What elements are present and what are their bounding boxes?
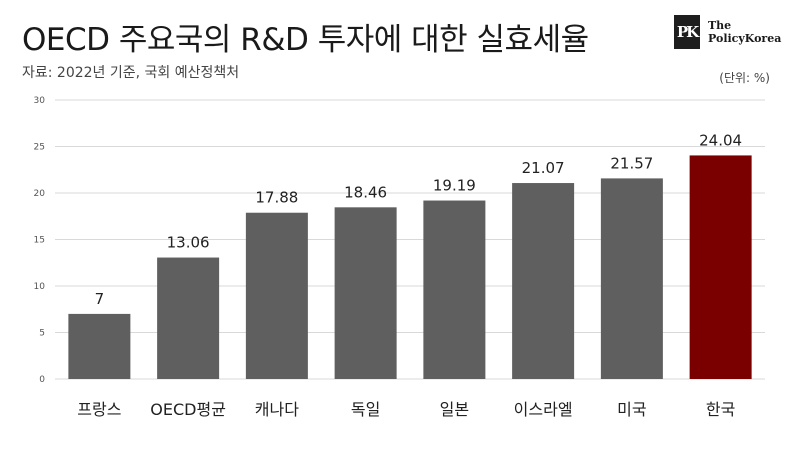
bar (334, 207, 397, 379)
y-tick-label: 15 (34, 236, 45, 246)
logo-mark-icon: PK (674, 15, 700, 49)
data-label: 18.46 (344, 183, 387, 201)
bar (689, 155, 752, 379)
bar (245, 212, 308, 379)
y-tick-label: 5 (39, 329, 45, 339)
logo-line-2: PolicyKorea (708, 32, 782, 45)
y-tick-label: 10 (34, 282, 46, 292)
data-label: 19.19 (433, 177, 476, 195)
y-tick-label: 30 (34, 96, 46, 106)
data-label: 24.04 (699, 131, 742, 149)
chart-title: OECD 주요국의 R&D 투자에 대한 실효세율 (22, 22, 589, 58)
x-tick-label: 독일 (351, 400, 380, 419)
data-label: 7 (95, 290, 105, 308)
x-tick-label: 한국 (706, 400, 735, 419)
data-label: 21.07 (522, 159, 565, 177)
y-tick-label: 0 (39, 375, 45, 385)
y-tick-label: 25 (34, 143, 45, 153)
x-tick-label: 이스라엘 (514, 400, 573, 419)
logo-line-1: The (708, 19, 732, 32)
x-tick-label: 미국 (617, 400, 646, 419)
data-label: 21.57 (610, 154, 653, 172)
bar (512, 183, 575, 379)
x-tick-label: OECD평균 (150, 400, 226, 419)
data-label: 17.88 (255, 189, 298, 207)
source-note: 자료: 2022년 기준, 국회 예산정책처 (22, 65, 240, 81)
bar (600, 178, 663, 379)
bar (68, 313, 131, 379)
data-label: 13.06 (167, 234, 210, 252)
publisher-logo: PK The PolicyKorea (674, 15, 781, 49)
bar (423, 200, 486, 379)
bar (157, 257, 220, 379)
x-tick-label: 일본 (440, 400, 469, 419)
logo-wordmark: The PolicyKorea (708, 19, 781, 45)
x-tick-label: 프랑스 (77, 400, 121, 419)
y-tick-label: 20 (34, 189, 46, 199)
unit-label: (단위: %) (719, 71, 770, 85)
x-tick-label: 캐나다 (255, 400, 299, 419)
